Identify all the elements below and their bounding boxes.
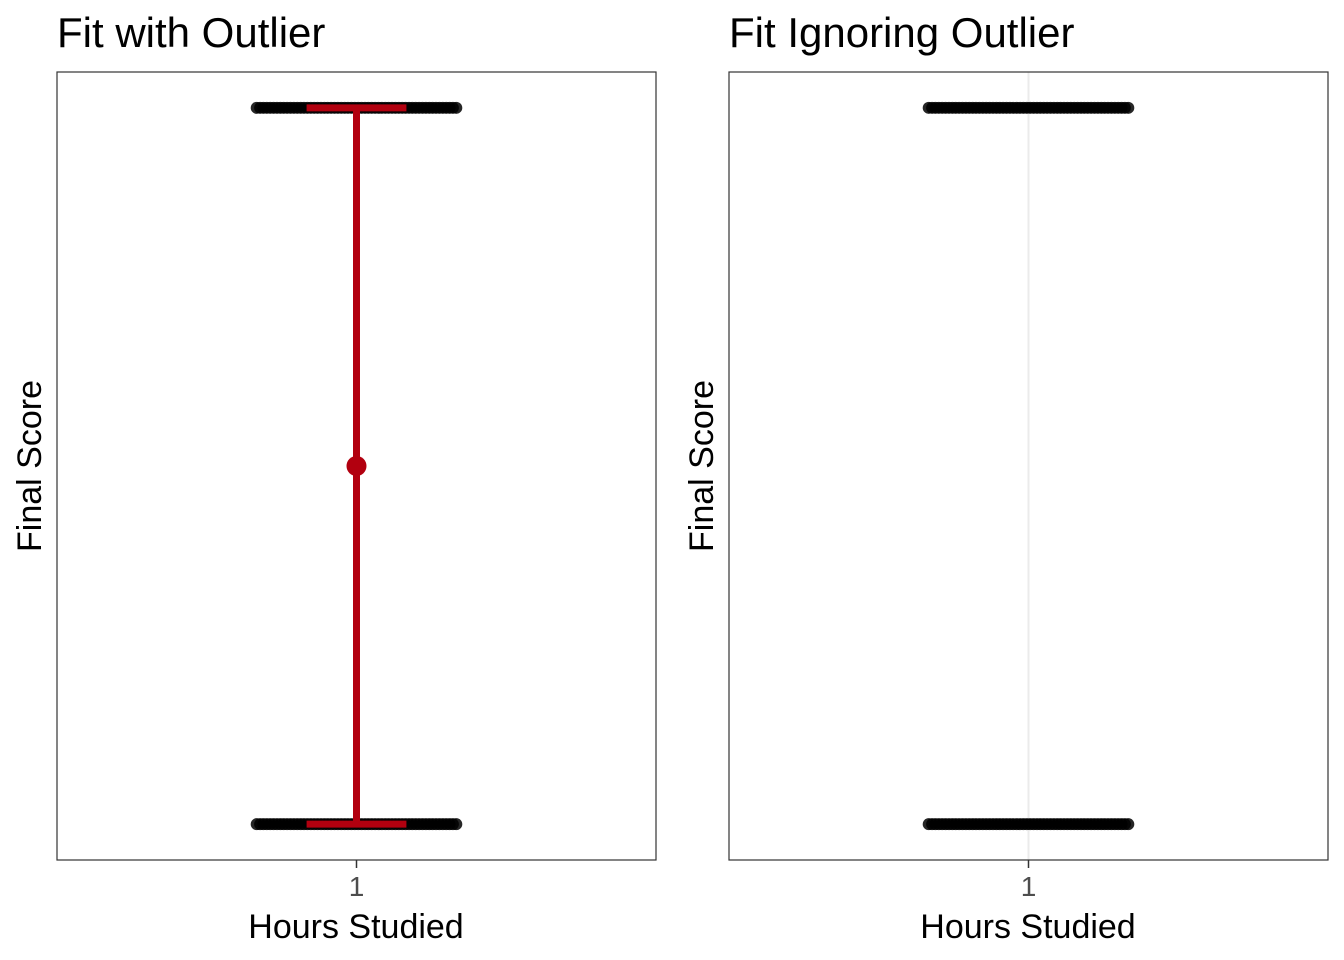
panel-title: Fit Ignoring Outlier (729, 9, 1074, 56)
x-axis-title: Hours Studied (920, 908, 1135, 946)
x-tick-label: 1 (349, 871, 365, 902)
x-axis-title: Hours Studied (248, 908, 463, 946)
marks-layer (250, 101, 463, 831)
panel-fit-with-outlier: Fit with Outlier 1 Hours Studied Final S… (11, 9, 657, 946)
panel-fit-ignoring-outlier: Fit Ignoring Outlier 1 Hours Studied Fin… (683, 9, 1329, 946)
x-axis-ticks: 1 (1021, 860, 1037, 902)
y-axis-title: Final Score (683, 380, 721, 552)
data-point (1122, 101, 1135, 114)
data-point (1122, 818, 1135, 831)
data-point (450, 818, 463, 831)
data-point (450, 101, 463, 114)
x-tick-label: 1 (1021, 871, 1037, 902)
mean-point (346, 456, 367, 476)
marks-layer (922, 101, 1135, 831)
y-axis-title: Final Score (11, 380, 49, 552)
x-axis-ticks: 1 (349, 860, 365, 902)
panel-title: Fit with Outlier (57, 9, 325, 56)
